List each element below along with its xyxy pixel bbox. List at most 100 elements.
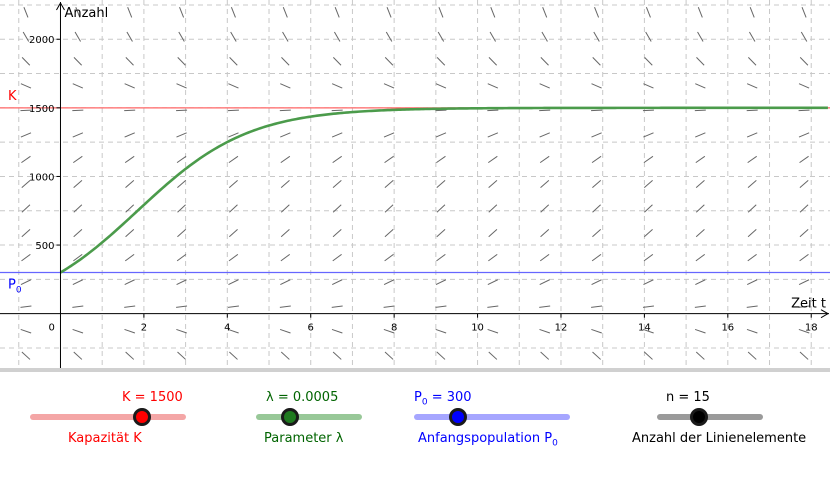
direction-segment xyxy=(332,180,342,188)
direction-segment xyxy=(21,204,31,213)
slider-lambda-knob[interactable] xyxy=(280,408,299,426)
direction-segment xyxy=(799,253,809,262)
direction-segment xyxy=(747,57,757,66)
direction-segment xyxy=(643,328,654,334)
direction-segment xyxy=(384,204,394,213)
direction-segment xyxy=(230,6,236,18)
y-tick-label: 1000 xyxy=(29,172,54,183)
direction-segment xyxy=(280,132,291,138)
slider-lambda-track[interactable] xyxy=(256,414,362,420)
slider-n-track[interactable] xyxy=(657,414,763,420)
direction-segment xyxy=(591,279,602,285)
x-tick-label: 12 xyxy=(555,323,568,334)
slider-p0-track[interactable] xyxy=(414,414,570,420)
direction-segment xyxy=(435,328,447,334)
direction-segment xyxy=(540,180,550,188)
direction-segment xyxy=(178,31,185,42)
x-tick-label: 6 xyxy=(308,323,314,334)
direction-segment xyxy=(540,204,550,213)
direction-segment xyxy=(799,229,809,238)
direction-segment xyxy=(176,155,187,164)
direction-segment xyxy=(539,132,550,138)
direction-segment xyxy=(384,57,394,66)
y-tick-label: 1500 xyxy=(29,104,54,115)
direction-segment xyxy=(591,253,602,262)
direction-segment xyxy=(22,31,30,42)
direction-segment xyxy=(385,31,393,42)
direction-segment xyxy=(436,155,446,164)
direction-segment xyxy=(644,351,653,360)
direction-segment xyxy=(695,351,705,360)
tick-labels: 0 2 4 6 8 10 12 14 16 18 500 1000 1500 2000 xyxy=(29,35,818,333)
direction-segment xyxy=(591,155,602,164)
direction-segment xyxy=(384,253,394,262)
direction-segment xyxy=(801,6,807,18)
direction-segment xyxy=(20,132,32,138)
y-tick-label: 2000 xyxy=(29,35,54,46)
direction-segment xyxy=(384,229,394,238)
slider-k-caption: Kapazität K xyxy=(68,431,142,446)
direction-segment xyxy=(539,279,550,285)
direction-segment xyxy=(592,180,602,188)
slider-k-value: K = 1500 xyxy=(122,390,183,405)
slider-n-knob[interactable] xyxy=(690,408,709,426)
direction-segment xyxy=(279,328,291,334)
direction-segment xyxy=(490,6,496,18)
graph-view[interactable]: 0 2 4 6 8 10 12 14 16 18 500 1000 1500 2000 Anzahl Ze… xyxy=(0,0,830,368)
direction-segment xyxy=(125,229,135,238)
direction-segment xyxy=(177,351,186,360)
direction-segment xyxy=(177,204,186,213)
direction-segment xyxy=(227,305,239,308)
direction-segment xyxy=(746,328,758,334)
direction-segment xyxy=(176,132,187,138)
direction-field xyxy=(20,6,810,360)
direction-segment xyxy=(72,83,84,89)
direction-segment xyxy=(798,83,810,89)
direction-segment xyxy=(695,253,706,262)
direction-segment xyxy=(280,83,291,89)
direction-segment xyxy=(21,180,31,188)
direction-segment xyxy=(383,132,395,138)
direction-segment xyxy=(124,328,136,334)
direction-segment xyxy=(228,253,239,262)
direction-segment xyxy=(436,351,446,360)
direction-segment xyxy=(799,155,809,164)
direction-segment xyxy=(594,6,600,18)
direction-segment xyxy=(489,31,497,42)
x-axis-label: Zeit t xyxy=(791,297,826,312)
y-axis-arrow xyxy=(56,1,65,11)
direction-segment xyxy=(488,253,498,262)
direction-segment xyxy=(20,83,32,89)
direction-segment xyxy=(176,253,187,262)
slider-p0-knob[interactable] xyxy=(448,408,467,426)
slider-parameter-lambda: λ = 0.0005 Parameter λ xyxy=(256,372,366,472)
direction-segment xyxy=(280,229,290,238)
direction-segment xyxy=(332,229,342,238)
direction-segment xyxy=(383,83,395,89)
direction-segment xyxy=(334,6,340,18)
axes xyxy=(0,1,830,368)
direction-segment xyxy=(384,351,394,360)
direction-segment xyxy=(177,180,187,188)
direction-segment xyxy=(749,6,755,18)
direction-segment xyxy=(332,204,342,213)
direction-segment xyxy=(281,57,290,66)
direction-segment xyxy=(331,328,343,334)
direction-segment xyxy=(488,57,498,66)
direction-segment xyxy=(176,305,188,308)
direction-segment xyxy=(643,279,654,285)
slider-n-caption: Anzahl der Linienelemente xyxy=(632,431,807,446)
slider-k-track[interactable] xyxy=(30,414,186,420)
slider-k-knob[interactable] xyxy=(133,408,152,426)
direction-segment xyxy=(124,305,136,308)
direction-segment xyxy=(696,57,705,66)
direction-segment xyxy=(645,6,651,18)
direction-segment xyxy=(21,253,31,262)
slider-panel: K = 1500 Kapazität K λ = 0.0005 Paramete… xyxy=(0,372,830,480)
direction-segment xyxy=(488,351,498,360)
x-axis-arrow xyxy=(820,309,830,319)
direction-segment xyxy=(279,305,291,308)
direction-segment xyxy=(747,180,757,188)
direction-segment xyxy=(695,180,705,188)
direction-segment xyxy=(592,204,601,213)
